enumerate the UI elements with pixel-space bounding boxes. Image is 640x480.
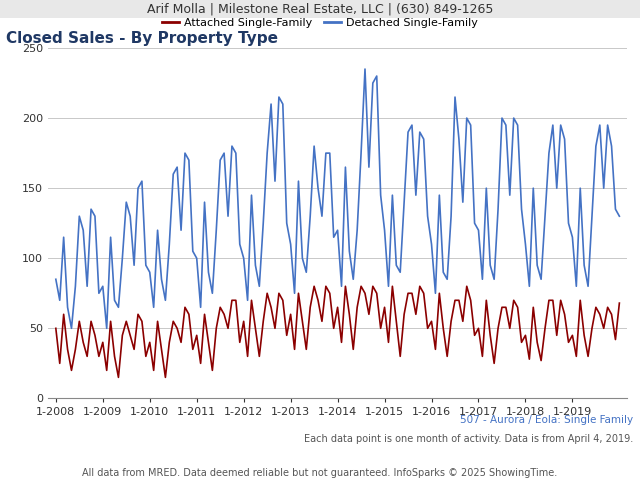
Text: Each data point is one month of activity. Data is from April 4, 2019.: Each data point is one month of activity…	[305, 434, 634, 444]
Text: Closed Sales - By Property Type: Closed Sales - By Property Type	[6, 31, 278, 46]
Text: Arif Molla | Milestone Real Estate, LLC | (630) 849-1265: Arif Molla | Milestone Real Estate, LLC …	[147, 2, 493, 16]
Text: 507 - Aurora / Eola: Single Family: 507 - Aurora / Eola: Single Family	[460, 415, 634, 425]
Legend: Attached Single-Family, Detached Single-Family: Attached Single-Family, Detached Single-…	[158, 13, 483, 32]
Text: All data from MRED. Data deemed reliable but not guaranteed. InfoSparks © 2025 S: All data from MRED. Data deemed reliable…	[83, 468, 557, 478]
